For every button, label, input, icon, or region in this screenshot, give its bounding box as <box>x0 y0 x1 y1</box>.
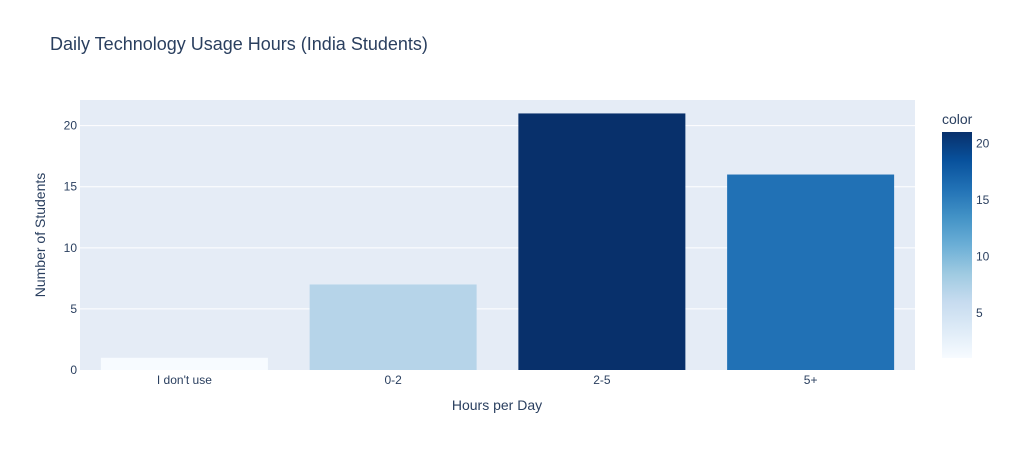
colorbar-tick-label: 5 <box>976 306 983 320</box>
x-tick-label: 0-2 <box>384 373 402 387</box>
y-axis-ticks: 0 5 10 15 20 <box>64 119 78 377</box>
colorbar-gradient <box>942 132 972 358</box>
bar <box>100 357 268 370</box>
x-tick-label: 5+ <box>804 373 818 387</box>
y-tick-label: 15 <box>64 180 78 194</box>
bar <box>727 174 895 370</box>
y-tick-label: 0 <box>70 363 77 377</box>
colorbar-tick-label: 20 <box>976 136 990 150</box>
bar <box>309 284 477 370</box>
bars <box>100 113 895 371</box>
x-tick-label: 2-5 <box>593 373 611 387</box>
colorbar-tick-label: 15 <box>976 193 990 207</box>
colorbar: color 5 10 15 20 <box>942 111 990 358</box>
y-axis-title: Number of Students <box>32 173 48 298</box>
chart-title: Daily Technology Usage Hours (India Stud… <box>50 34 428 54</box>
x-axis-ticks: I don't use 0-2 2-5 5+ <box>157 373 818 387</box>
colorbar-title: color <box>942 111 973 127</box>
y-tick-label: 5 <box>70 302 77 316</box>
x-axis-title: Hours per Day <box>452 397 542 413</box>
colorbar-ticks: 5 10 15 20 <box>976 136 990 319</box>
bar <box>518 113 686 371</box>
x-tick-label: I don't use <box>157 373 212 387</box>
colorbar-tick-label: 10 <box>976 249 990 263</box>
y-tick-label: 10 <box>64 241 78 255</box>
y-tick-label: 20 <box>64 119 78 133</box>
